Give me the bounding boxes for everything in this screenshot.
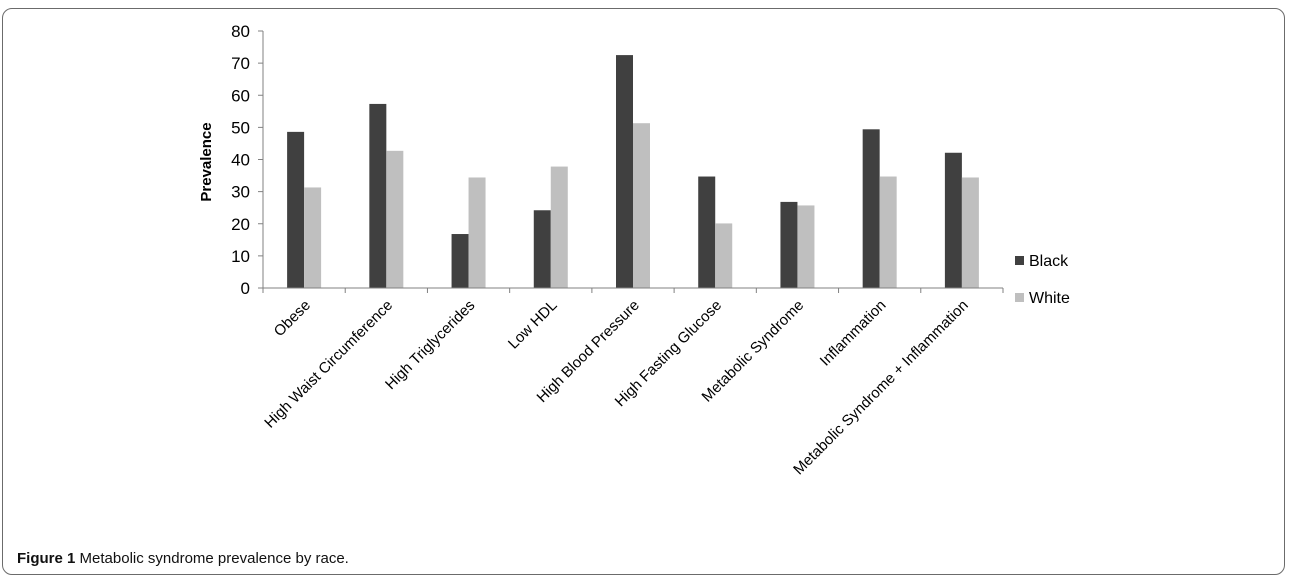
bar-white bbox=[797, 205, 815, 288]
x-tick-label: Low HDL bbox=[505, 297, 561, 353]
legend-swatch-black bbox=[1015, 256, 1024, 265]
figure-label: Figure 1 bbox=[17, 550, 76, 567]
y-axis-label: Prevalence bbox=[198, 122, 215, 201]
y-tick-label: 20 bbox=[231, 215, 250, 234]
bar-black bbox=[616, 55, 633, 288]
bar-white bbox=[715, 223, 733, 288]
bar-white bbox=[386, 150, 404, 288]
bar-black bbox=[533, 210, 551, 288]
legend-swatch-white bbox=[1015, 293, 1024, 302]
y-tick-label: 70 bbox=[231, 54, 250, 73]
y-tick-label: 80 bbox=[231, 22, 250, 41]
y-tick-label: 0 bbox=[241, 279, 250, 298]
bar-white bbox=[468, 177, 486, 288]
bar-white bbox=[550, 166, 568, 288]
bar-black bbox=[944, 152, 962, 288]
bar-white bbox=[633, 123, 650, 288]
x-tick-label: Obese bbox=[271, 297, 314, 340]
bar-black bbox=[451, 234, 469, 288]
legend: Black White bbox=[1015, 253, 1070, 307]
bar-black bbox=[287, 131, 305, 288]
legend-label-white: White bbox=[1029, 290, 1070, 307]
bars bbox=[287, 55, 979, 288]
legend-label-black: Black bbox=[1029, 253, 1069, 270]
bar-black bbox=[862, 129, 880, 288]
x-tick-label: High Triglycerides bbox=[382, 297, 478, 393]
y-tick-label: 30 bbox=[231, 183, 250, 202]
bar-white bbox=[304, 187, 322, 288]
y-tick-label: 40 bbox=[231, 151, 250, 170]
y-axis: 0 10 20 30 40 50 60 70 80 bbox=[231, 22, 264, 298]
bar-black bbox=[698, 176, 716, 288]
caption-text: Metabolic syndrome prevalence by race. bbox=[79, 550, 349, 567]
bar-black bbox=[369, 103, 387, 288]
figure-caption: Figure 1 Metabolic syndrome prevalence b… bbox=[17, 550, 349, 567]
y-tick-label: 60 bbox=[231, 86, 250, 105]
y-tick-label: 50 bbox=[231, 118, 250, 137]
bar-white bbox=[961, 177, 979, 288]
bar-black bbox=[780, 201, 798, 288]
x-tick-label: Metabolic Syndrome + Inflammation bbox=[790, 297, 972, 479]
figure-frame bbox=[2, 8, 1285, 575]
bar-white bbox=[879, 176, 897, 288]
y-tick-label: 10 bbox=[231, 247, 250, 266]
x-tick-label: Inflammation bbox=[817, 297, 890, 370]
